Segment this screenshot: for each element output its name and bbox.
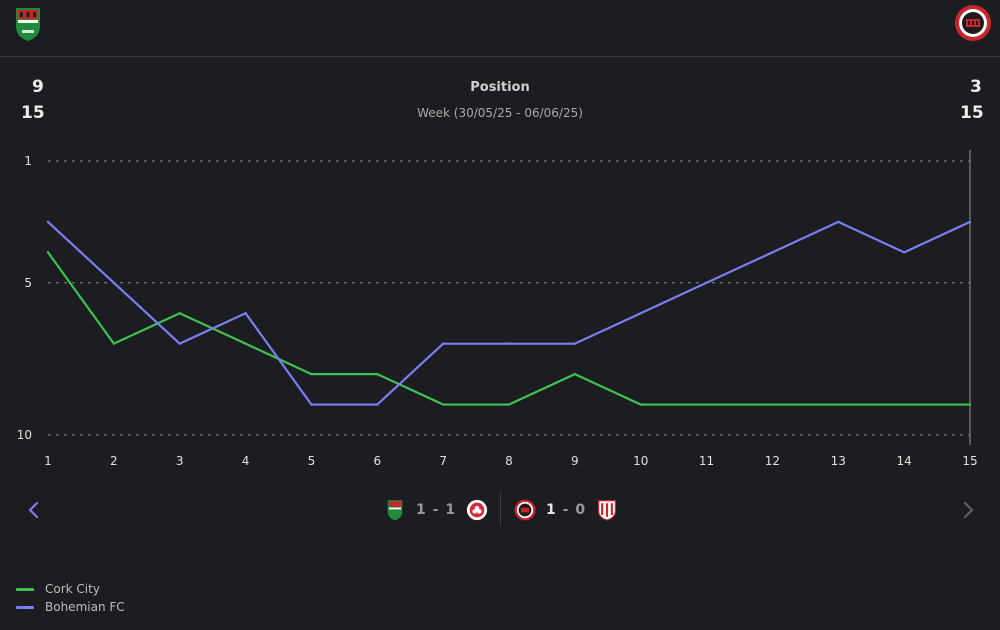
legend-label: Bohemian FC bbox=[45, 600, 125, 614]
data-point bbox=[310, 372, 313, 376]
x-tick-label: 8 bbox=[505, 454, 513, 468]
data-point bbox=[902, 403, 906, 406]
data-point bbox=[837, 220, 840, 224]
x-tick-label: 1 bbox=[44, 454, 52, 468]
data-point bbox=[244, 342, 247, 345]
chart-subtitle: Week (30/05/25 - 06/06/25) bbox=[417, 106, 583, 120]
data-point bbox=[112, 281, 116, 284]
data-point bbox=[705, 403, 708, 406]
match-score: 1 - 0 bbox=[546, 502, 587, 518]
x-tick-label: 9 bbox=[571, 454, 579, 468]
y-tick-label: 10 bbox=[17, 428, 32, 442]
data-point bbox=[968, 220, 972, 224]
x-tick-label: 11 bbox=[699, 454, 714, 468]
data-point bbox=[705, 281, 708, 284]
data-point bbox=[376, 372, 379, 376]
series-line-cork-city bbox=[46, 251, 972, 406]
legend-item-bohemian-fc[interactable]: Bohemian FC bbox=[16, 598, 125, 616]
x-tick-label: 4 bbox=[242, 454, 250, 468]
x-tick-label: 10 bbox=[633, 454, 648, 468]
x-tick-label: 7 bbox=[439, 454, 447, 468]
data-point bbox=[244, 312, 247, 315]
match-result-2[interactable]: 1 - 0 bbox=[514, 494, 618, 526]
data-point bbox=[441, 403, 445, 406]
away-total: 15 bbox=[960, 103, 984, 123]
data-point bbox=[771, 403, 774, 406]
data-point bbox=[178, 312, 181, 315]
legend-label: Cork City bbox=[45, 582, 100, 596]
header-divider bbox=[0, 56, 1000, 57]
data-point bbox=[639, 312, 642, 315]
match-divider bbox=[500, 492, 501, 526]
x-tick-label: 15 bbox=[962, 454, 977, 468]
away-position: 3 bbox=[970, 77, 982, 97]
data-point bbox=[46, 220, 50, 224]
x-tick-label: 13 bbox=[831, 454, 846, 468]
series-line-bohemian-fc bbox=[46, 220, 972, 406]
match-result-1[interactable]: 1 - 1 bbox=[384, 494, 488, 526]
data-point bbox=[507, 342, 511, 345]
data-point bbox=[376, 403, 379, 406]
chart-legend: Cork City Bohemian FC bbox=[16, 580, 125, 616]
home-total: 15 bbox=[21, 103, 45, 123]
data-point bbox=[310, 403, 313, 406]
chevron-right-icon[interactable] bbox=[958, 498, 978, 522]
cork-city-crest bbox=[387, 500, 403, 521]
bohemian-fc-crest bbox=[955, 5, 991, 41]
x-tick-label: 14 bbox=[897, 454, 912, 468]
data-point bbox=[573, 372, 577, 376]
shamrock-rovers-crest bbox=[466, 499, 488, 521]
home-position: 9 bbox=[32, 77, 44, 97]
legend-swatch bbox=[16, 605, 34, 609]
match-score: 1 - 1 bbox=[416, 502, 457, 518]
data-point bbox=[771, 251, 774, 254]
data-point bbox=[178, 342, 181, 345]
data-point bbox=[46, 251, 50, 254]
legend-swatch bbox=[16, 587, 34, 591]
data-point bbox=[968, 403, 972, 406]
x-tick-label: 6 bbox=[373, 454, 381, 468]
data-point bbox=[112, 342, 116, 345]
cork-city-crest bbox=[16, 8, 40, 41]
data-point bbox=[639, 403, 642, 406]
data-point bbox=[837, 403, 840, 406]
data-point bbox=[902, 251, 906, 254]
x-tick-label: 12 bbox=[765, 454, 780, 468]
x-tick-label: 5 bbox=[308, 454, 316, 468]
derry-city-crest bbox=[597, 500, 617, 521]
y-tick-label: 1 bbox=[24, 154, 32, 168]
chevron-left-icon[interactable] bbox=[24, 498, 44, 522]
data-point bbox=[441, 342, 445, 345]
bohemian-fc-crest bbox=[514, 499, 536, 521]
data-point bbox=[507, 403, 511, 406]
legend-item-cork-city[interactable]: Cork City bbox=[16, 580, 125, 598]
chart-title: Position bbox=[470, 80, 530, 95]
x-tick-label: 3 bbox=[176, 454, 184, 468]
y-tick-label: 5 bbox=[24, 276, 32, 290]
x-tick-label: 2 bbox=[110, 454, 118, 468]
data-point bbox=[573, 342, 577, 345]
